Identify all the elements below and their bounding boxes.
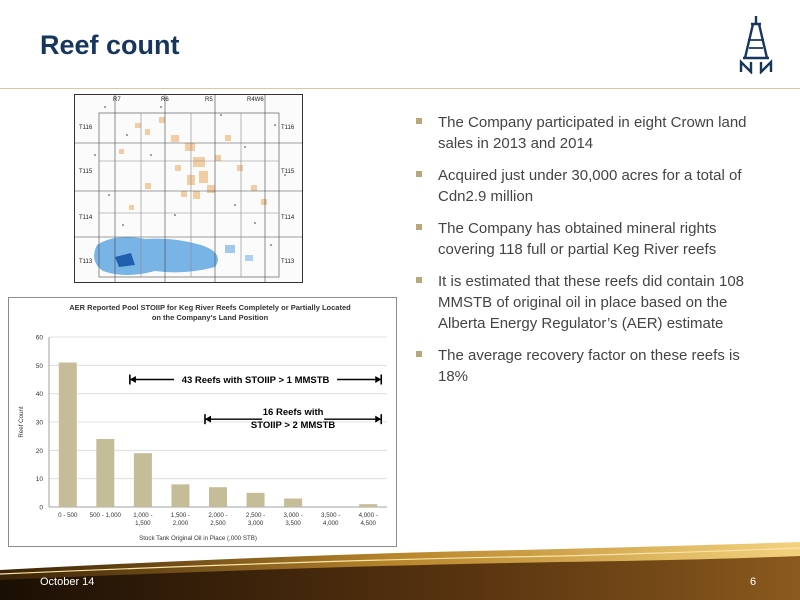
chart-title: on the Company's Land Position (152, 313, 269, 322)
x-tick-label: 2,500 (210, 520, 226, 527)
annotation-arrowhead (375, 415, 382, 423)
chart-title: AER Reported Pool STOIIP for Keg River R… (69, 303, 351, 312)
bullet-text: It is estimated that these reefs did con… (438, 273, 745, 332)
x-tick-label: 2,000 - (208, 512, 227, 519)
map-range-label: R5 (205, 97, 213, 103)
map-range-label: R6 (161, 97, 169, 103)
x-tick-label: 1,000 - (133, 512, 152, 519)
map-township-label: T116 (281, 125, 295, 131)
bar (58, 362, 77, 507)
map-township-label: T114 (281, 215, 295, 221)
map-township-label: T113 (281, 259, 295, 265)
annotation-text: 43 Reefs with STOIIP > 1 MMSTB (182, 375, 330, 386)
x-tick-label: 500 - 1,000 (90, 512, 122, 519)
bar (246, 492, 265, 507)
y-tick-label: 20 (36, 448, 44, 455)
header-divider (0, 88, 800, 89)
annotation-text: STOIIP > 2 MMSTB (251, 420, 336, 431)
x-tick-label: 2,500 - (246, 512, 265, 519)
bar (208, 487, 228, 507)
x-tick-label: 3,000 - (283, 512, 302, 519)
bar (284, 498, 303, 507)
annotation-arrowhead (129, 376, 136, 383)
land-map-graphic (75, 95, 302, 282)
bullet-item: The Company participated in eight Crown … (416, 112, 768, 154)
bar (96, 439, 115, 507)
x-tick-label: 3,000 (248, 520, 264, 527)
bullet-square-icon (416, 351, 422, 357)
bullet-item: It is estimated that these reefs did con… (416, 271, 768, 334)
x-tick-label: 1,500 - (171, 512, 190, 519)
bullet-item: The Company has obtained mineral rights … (416, 218, 768, 260)
x-tick-label: 3,500 (285, 520, 301, 527)
map-range-label: R4W6 (247, 97, 264, 103)
map-township-label: T114 (79, 215, 93, 221)
y-tick-label: 0 (39, 505, 43, 512)
annotation-text: 16 Reefs with (263, 407, 324, 418)
bar (171, 484, 190, 507)
y-tick-label: 30 (36, 420, 44, 427)
y-tick-label: 50 (36, 363, 44, 370)
x-tick-label: 4,500 (360, 520, 376, 527)
reef-count-chart: AER Reported Pool STOIIP for Keg River R… (8, 297, 397, 547)
bullet-item: The average recovery factor on these ree… (416, 345, 768, 387)
x-tick-label: 0 - 500 (58, 512, 78, 519)
bullet-square-icon (416, 171, 422, 177)
annotation-arrowhead (375, 376, 382, 383)
bullet-text: The average recovery factor on these ree… (438, 347, 740, 385)
map-township-label: T115 (281, 169, 295, 175)
bar (359, 504, 378, 507)
map-range-label: R7 (113, 97, 121, 103)
company-logo-icon (739, 16, 773, 74)
x-tick-label: 2,000 (173, 520, 189, 527)
land-map: R7 R6 R5 R4W6 T116 T115 T114 T113 T116 T115 T114 T1… (74, 94, 303, 283)
map-township-label: T113 (79, 259, 93, 265)
y-tick-label: 40 (36, 391, 44, 398)
annotation-arrowhead (204, 415, 211, 423)
bullet-text: Acquired just under 30,000 acres for a t… (438, 167, 742, 205)
y-tick-label: 60 (36, 335, 44, 342)
map-township-label: T115 (79, 169, 93, 175)
reef-count-chart-svg: AER Reported Pool STOIIP for Keg River R… (18, 303, 387, 542)
bullet-square-icon (416, 118, 422, 124)
bullet-text: The Company participated in eight Crown … (438, 114, 747, 152)
x-axis-label: Stock Tank Original Oil in Place (,000 S… (139, 535, 257, 542)
map-township-label: T116 (79, 125, 93, 131)
bullet-list: The Company participated in eight Crown … (416, 112, 768, 398)
footer-band (0, 542, 800, 600)
y-axis-label: Reef Count (18, 406, 25, 438)
bullet-text: The Company has obtained mineral rights … (438, 220, 717, 258)
x-tick-label: 1,500 (135, 520, 151, 527)
bar (133, 453, 152, 507)
bullet-item: Acquired just under 30,000 acres for a t… (416, 165, 768, 207)
y-tick-label: 10 (36, 476, 44, 483)
x-tick-label: 4,000 - (359, 512, 378, 519)
bullet-square-icon (416, 277, 422, 283)
x-tick-label: 4,000 (323, 520, 339, 527)
slide-title: Reef count (40, 30, 180, 60)
page-number: 6 (750, 576, 757, 588)
bullet-square-icon (416, 224, 422, 230)
x-tick-label: 3,500 - (321, 512, 340, 519)
footer-date: October 14 (40, 576, 95, 588)
